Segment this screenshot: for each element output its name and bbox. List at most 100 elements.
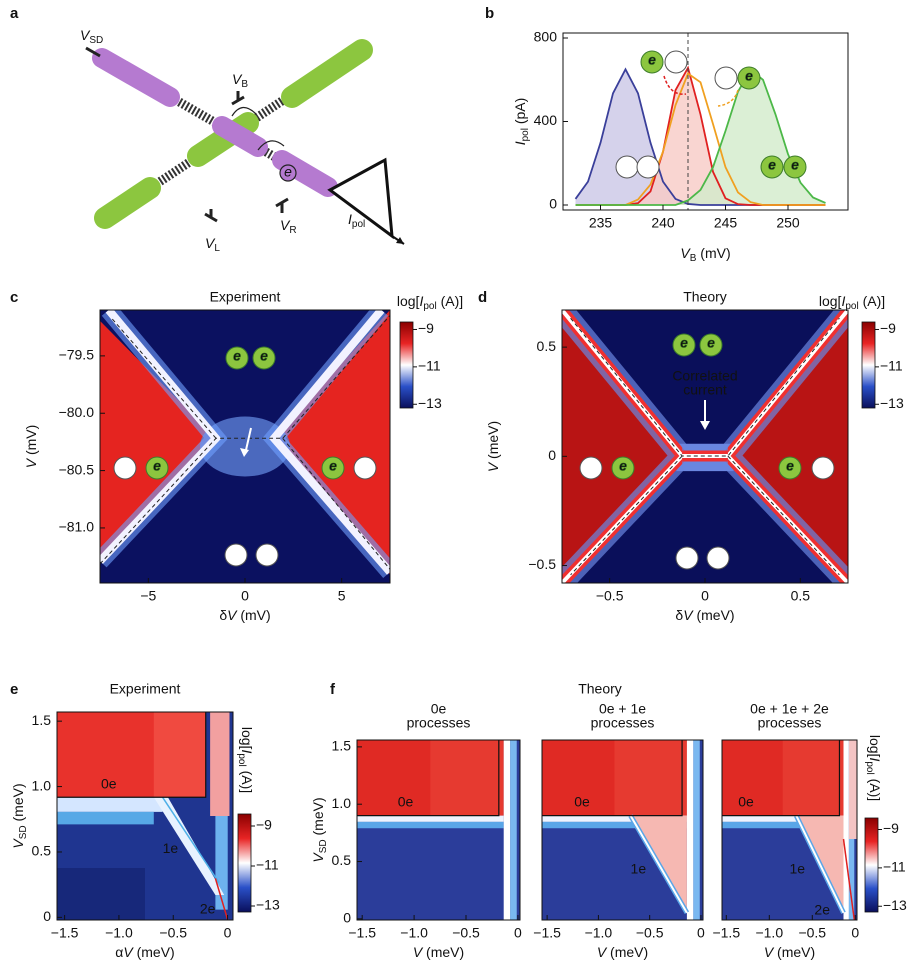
y-axis-label-part: SD — [318, 839, 329, 853]
panel-title: Theory — [578, 681, 622, 697]
diagram-label-part: pol — [352, 219, 365, 230]
map-region — [210, 712, 229, 816]
y-axis-label: VSD (meV) — [10, 783, 29, 848]
colorbar-title: log[Ipol (A)] — [236, 727, 255, 793]
map-region — [215, 816, 227, 910]
colorbar-tick-label: −9 — [256, 817, 272, 833]
electron-icon — [354, 457, 376, 479]
electron-label: e — [153, 458, 161, 474]
empty-site — [665, 51, 687, 73]
y-tick-label: 0 — [549, 196, 557, 212]
map-region — [154, 712, 206, 797]
gate — [205, 209, 217, 221]
empty-site — [676, 547, 698, 569]
x-axis-label-part: (mV) — [696, 245, 730, 261]
panel-subtitle: processes — [407, 715, 471, 731]
electron-icon: e — [738, 67, 760, 89]
panel-label: b — [485, 5, 494, 22]
region-label: 0e — [101, 776, 117, 792]
y-axis-label-part: (pA) — [512, 98, 528, 128]
x-axis-label-part: (meV) — [693, 607, 735, 623]
diagram-label: VR — [280, 217, 297, 236]
colorbar-title-part: log[ — [867, 735, 883, 758]
colorbar-title-part: (A)] — [859, 293, 885, 309]
electron-icon: e — [784, 156, 806, 178]
map-region — [849, 740, 857, 839]
x-tick-label: 0 — [701, 588, 709, 604]
diagram-label: VB — [232, 71, 248, 90]
map-region — [783, 740, 844, 816]
y-tick-label: 1.0 — [32, 777, 52, 793]
map-region — [357, 822, 504, 828]
x-tick-label: −0.5 — [452, 925, 480, 941]
colorbar-tick-label: −11 — [880, 358, 903, 374]
region-label: 0e — [398, 794, 414, 810]
panel-label: d — [478, 289, 487, 306]
electron-icon: e — [641, 51, 663, 73]
x-tick-label: −1.0 — [755, 925, 783, 941]
colorbar — [865, 818, 878, 912]
electron-icon — [707, 547, 729, 569]
colorbar — [862, 322, 875, 408]
electron-icon — [812, 457, 834, 479]
y-tick-label: 0 — [548, 447, 556, 463]
electron-label: e — [619, 458, 627, 474]
electron-label: e — [233, 348, 241, 364]
region-label: 1e — [163, 840, 179, 856]
colorbar-title-part: log[ — [239, 727, 255, 750]
empty-site — [715, 67, 737, 89]
electron-icon — [256, 544, 278, 566]
empty-site — [354, 457, 376, 479]
electron-icon: e — [612, 457, 634, 479]
electron-label: e — [768, 157, 776, 173]
electron-label: e — [648, 52, 656, 68]
x-axis-label-part: (meV) — [422, 944, 464, 960]
y-tick-label: 400 — [534, 112, 558, 128]
x-tick-label: 245 — [714, 215, 738, 231]
electron-icon — [676, 547, 698, 569]
x-tick-label: 0.5 — [791, 588, 811, 604]
x-tick-label: 235 — [589, 215, 613, 231]
empty-site — [616, 156, 638, 178]
electron-icon — [637, 156, 659, 178]
colorbar-tick-label: −13 — [880, 395, 904, 411]
colorbar — [400, 322, 413, 408]
map-region — [510, 740, 517, 920]
heatmap — [57, 712, 233, 920]
electron-label: e — [786, 458, 794, 474]
y-axis-label-part: (meV) — [10, 783, 26, 825]
heatmap — [542, 740, 703, 920]
electron-icon: e — [779, 457, 801, 479]
colorbar-title-part: pol — [864, 761, 875, 774]
electron-icon — [114, 457, 136, 479]
y-tick-label: 0.5 — [332, 852, 352, 868]
panel-title: Experiment — [110, 681, 181, 697]
colorbar-title-part: (A)] — [239, 767, 255, 793]
colorbar-tick-label: −11 — [418, 358, 441, 374]
colorbar-tick-label: −9 — [418, 320, 434, 336]
y-axis-label: V (mV) — [23, 425, 39, 469]
region-label: 0e — [738, 794, 754, 810]
empty-site — [580, 457, 602, 479]
x-tick-label: −1.5 — [533, 925, 561, 941]
electron-icon: e — [700, 334, 722, 356]
y-axis-label-part: SD — [18, 825, 29, 839]
region-label: 0e — [574, 794, 590, 810]
region-label: 2e — [200, 900, 216, 916]
electron-label: e — [260, 348, 268, 364]
colorbar-tick-label: −11 — [883, 859, 906, 875]
x-tick-label: −1.5 — [348, 925, 376, 941]
electron-icon — [580, 457, 602, 479]
colorbar-title: log[Ipol (A)] — [864, 735, 883, 801]
x-axis-label: V (meV) — [764, 944, 815, 960]
purple-tube — [102, 58, 170, 97]
y-tick-label: 800 — [534, 29, 558, 45]
electron-label: e — [745, 68, 753, 84]
y-tick-label: 1.5 — [332, 738, 352, 754]
electron-icon — [715, 67, 737, 89]
x-tick-label: −1.5 — [712, 925, 740, 941]
empty-site — [812, 457, 834, 479]
panel-title: Theory — [683, 289, 727, 305]
colorbar-title: log[Ipol (A)] — [397, 293, 463, 312]
diagram-label-part: B — [241, 79, 248, 90]
